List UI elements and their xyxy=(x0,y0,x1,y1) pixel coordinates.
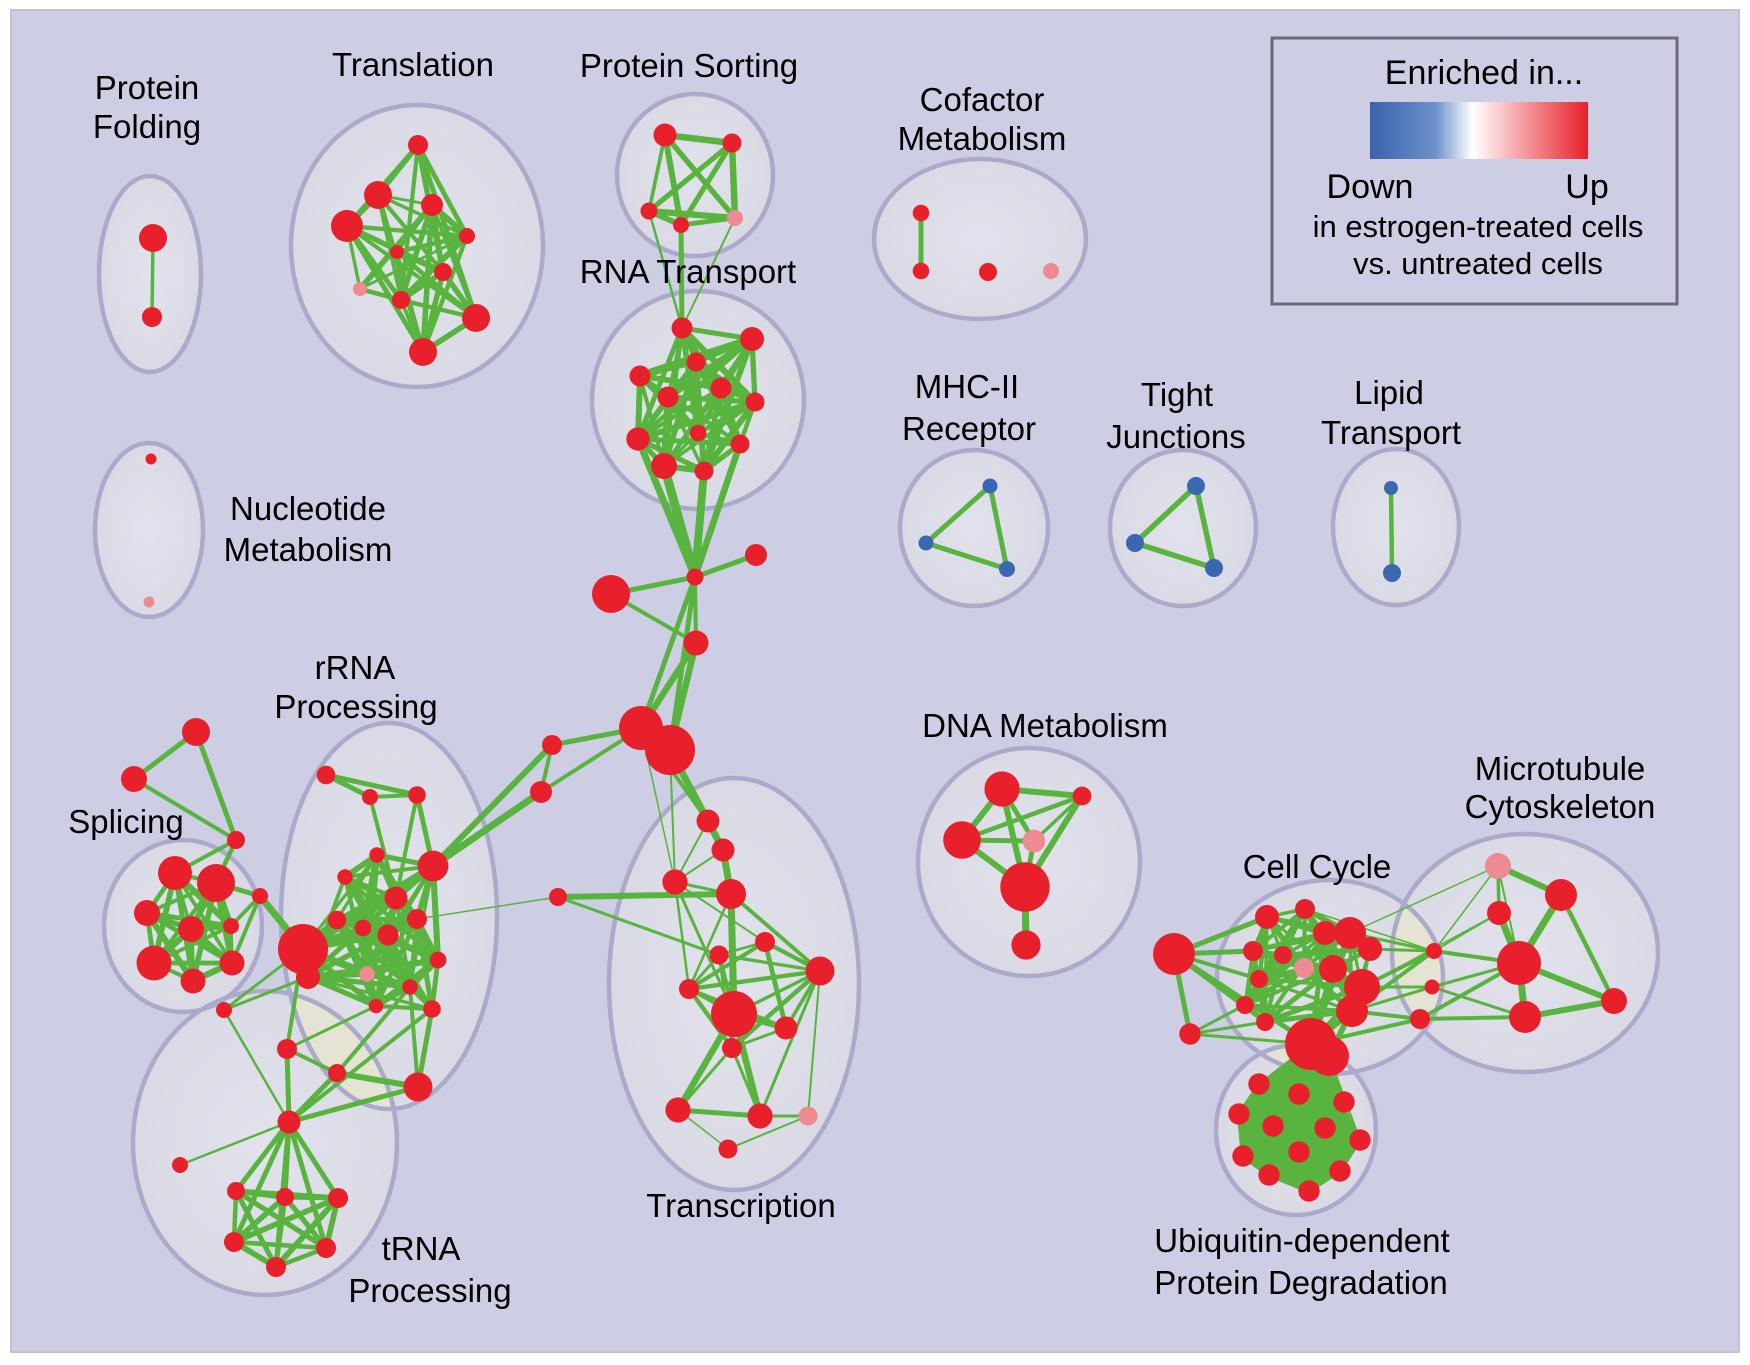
svg-text:Cytoskeleton: Cytoskeleton xyxy=(1465,788,1656,825)
svg-text:Cell Cycle: Cell Cycle xyxy=(1243,848,1392,885)
svg-text:Transport: Transport xyxy=(1321,414,1461,451)
svg-text:Protein: Protein xyxy=(95,69,200,106)
svg-text:Microtubule: Microtubule xyxy=(1475,750,1646,787)
svg-text:Transcription: Transcription xyxy=(646,1187,836,1224)
svg-text:Splicing: Splicing xyxy=(68,803,184,840)
svg-text:Processing: Processing xyxy=(274,688,437,725)
svg-text:Translation: Translation xyxy=(332,46,494,83)
svg-text:vs. untreated cells: vs. untreated cells xyxy=(1353,246,1603,281)
svg-text:Cofactor: Cofactor xyxy=(920,81,1045,118)
svg-text:tRNA: tRNA xyxy=(382,1230,461,1267)
svg-text:MHC-II: MHC-II xyxy=(915,368,1019,405)
svg-text:in estrogen-treated cells: in estrogen-treated cells xyxy=(1313,209,1644,244)
svg-text:DNA Metabolism: DNA Metabolism xyxy=(922,707,1168,744)
svg-text:Up: Up xyxy=(1565,168,1608,206)
svg-text:Folding: Folding xyxy=(93,108,201,145)
svg-text:Processing: Processing xyxy=(348,1272,511,1309)
svg-text:Down: Down xyxy=(1327,168,1414,206)
svg-text:Protein Degradation: Protein Degradation xyxy=(1154,1264,1448,1301)
svg-text:Receptor: Receptor xyxy=(902,410,1036,447)
svg-text:Protein Sorting: Protein Sorting xyxy=(580,47,798,84)
svg-text:Lipid: Lipid xyxy=(1354,374,1424,411)
svg-text:rRNA: rRNA xyxy=(315,649,396,686)
svg-text:Nucleotide: Nucleotide xyxy=(230,490,386,527)
svg-text:Enriched in...: Enriched in... xyxy=(1385,54,1583,92)
svg-text:Tight: Tight xyxy=(1141,376,1213,413)
svg-text:RNA Transport: RNA Transport xyxy=(580,253,796,290)
svg-text:Ubiquitin-dependent: Ubiquitin-dependent xyxy=(1154,1222,1449,1259)
svg-text:Metabolism: Metabolism xyxy=(224,531,393,568)
svg-text:Metabolism: Metabolism xyxy=(898,120,1067,157)
svg-text:Junctions: Junctions xyxy=(1106,418,1245,455)
